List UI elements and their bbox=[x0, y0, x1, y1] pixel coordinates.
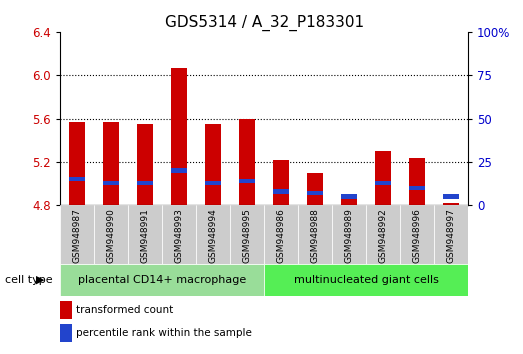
Bar bbox=[70, 177, 85, 182]
FancyBboxPatch shape bbox=[128, 205, 162, 264]
FancyBboxPatch shape bbox=[264, 205, 298, 264]
Text: GSM948991: GSM948991 bbox=[141, 208, 150, 263]
Bar bbox=[104, 181, 119, 185]
Text: GSM948996: GSM948996 bbox=[413, 208, 422, 263]
Bar bbox=[410, 186, 425, 190]
FancyBboxPatch shape bbox=[230, 205, 264, 264]
Bar bbox=[138, 124, 153, 205]
FancyBboxPatch shape bbox=[332, 205, 366, 264]
FancyBboxPatch shape bbox=[400, 205, 434, 264]
FancyBboxPatch shape bbox=[162, 205, 196, 264]
Text: GSM948989: GSM948989 bbox=[345, 208, 354, 263]
Bar bbox=[308, 191, 323, 195]
Bar bbox=[342, 198, 357, 205]
Text: GSM948987: GSM948987 bbox=[73, 208, 82, 263]
Bar bbox=[342, 194, 357, 199]
FancyBboxPatch shape bbox=[94, 205, 128, 264]
FancyBboxPatch shape bbox=[196, 205, 230, 264]
Bar bbox=[172, 169, 187, 173]
Text: ▶: ▶ bbox=[36, 275, 44, 285]
Bar bbox=[240, 119, 255, 205]
Bar bbox=[60, 324, 72, 342]
FancyBboxPatch shape bbox=[434, 205, 468, 264]
Bar bbox=[206, 181, 221, 185]
Bar bbox=[104, 122, 119, 205]
Bar bbox=[206, 124, 221, 205]
Text: transformed count: transformed count bbox=[76, 305, 174, 315]
Text: multinucleated giant cells: multinucleated giant cells bbox=[293, 275, 439, 285]
Bar bbox=[444, 203, 459, 205]
Title: GDS5314 / A_32_P183301: GDS5314 / A_32_P183301 bbox=[165, 14, 363, 30]
Bar bbox=[410, 158, 425, 205]
FancyBboxPatch shape bbox=[298, 205, 332, 264]
Bar bbox=[60, 301, 72, 319]
Text: GSM948995: GSM948995 bbox=[243, 208, 252, 263]
Bar bbox=[308, 173, 323, 205]
Text: cell type: cell type bbox=[5, 275, 53, 285]
Bar bbox=[376, 181, 391, 185]
FancyBboxPatch shape bbox=[264, 264, 468, 296]
Bar bbox=[274, 160, 289, 205]
Bar bbox=[274, 189, 289, 194]
Bar bbox=[240, 179, 255, 183]
Text: GSM948992: GSM948992 bbox=[379, 208, 388, 263]
FancyBboxPatch shape bbox=[60, 205, 94, 264]
Text: percentile rank within the sample: percentile rank within the sample bbox=[76, 328, 252, 338]
Text: placental CD14+ macrophage: placental CD14+ macrophage bbox=[78, 275, 246, 285]
Bar bbox=[172, 68, 187, 205]
Text: GSM948997: GSM948997 bbox=[447, 208, 456, 263]
Text: GSM948990: GSM948990 bbox=[107, 208, 116, 263]
FancyBboxPatch shape bbox=[60, 264, 264, 296]
Text: GSM948988: GSM948988 bbox=[311, 208, 320, 263]
Bar bbox=[70, 122, 85, 205]
Bar bbox=[376, 151, 391, 205]
FancyBboxPatch shape bbox=[366, 205, 400, 264]
Text: GSM948994: GSM948994 bbox=[209, 208, 218, 263]
Text: GSM948986: GSM948986 bbox=[277, 208, 286, 263]
Bar bbox=[444, 194, 459, 199]
Text: GSM948993: GSM948993 bbox=[175, 208, 184, 263]
Bar bbox=[138, 181, 153, 185]
